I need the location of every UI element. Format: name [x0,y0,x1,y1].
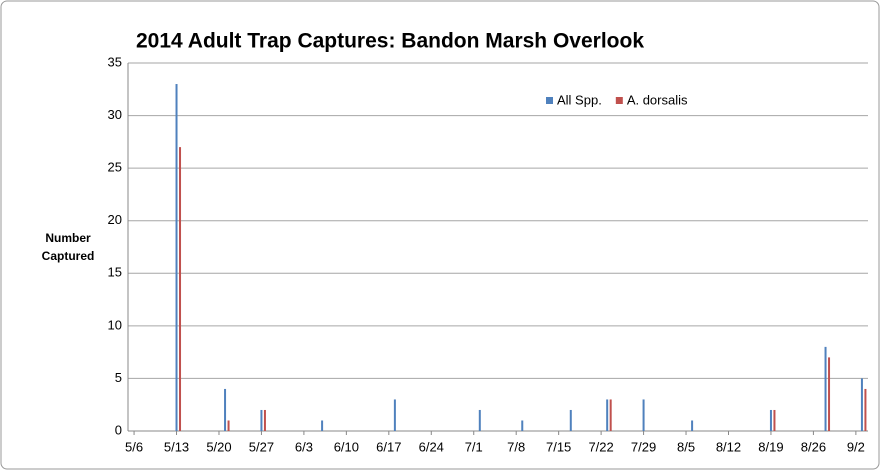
y-tick-label: 25 [108,160,122,175]
x-tick-label: 6/3 [295,439,313,454]
y-tick-label: 10 [108,317,122,332]
bar [175,84,178,432]
bar [224,388,227,431]
bar [642,399,645,431]
x-tick-label: 8/19 [758,439,783,454]
bar [321,420,324,431]
bar [691,420,694,431]
legend-swatch [615,97,623,104]
bar [824,346,827,431]
y-tick-label: 0 [115,422,122,437]
bar [860,378,863,431]
x-tick-label: 6/24 [419,439,444,454]
bar [260,409,263,431]
y-tick-label: 30 [108,107,122,122]
y-tick-label: 20 [108,212,122,227]
y-tick-label: 35 [108,54,122,69]
bar [227,420,230,431]
legend-label: A. dorsalis [627,92,688,107]
x-tick-label: 6/10 [334,439,359,454]
x-tick-label: 7/29 [631,439,656,454]
bar [773,409,776,431]
y-tick-label: 15 [108,265,122,280]
x-tick-label: 8/12 [716,439,741,454]
x-tick-label: 8/26 [801,439,826,454]
chart-title: 2014 Adult Trap Captures: Bandon Marsh O… [136,30,644,53]
bar [521,420,524,431]
bar [179,147,182,431]
x-tick-label: 9/2 [847,439,865,454]
bar [569,409,572,431]
bar [393,399,396,431]
y-axis-label: Number [45,231,91,245]
x-tick-label: 5/13 [164,439,189,454]
bar [864,388,867,431]
bar [828,357,831,431]
x-tick-label: 8/5 [677,439,695,454]
x-tick-label: 5/27 [249,439,274,454]
bar [606,399,609,431]
x-tick-label: 5/6 [125,439,143,454]
x-tick-label: 7/22 [588,439,613,454]
x-tick-label: 7/8 [507,439,525,454]
x-tick-label: 7/1 [465,439,483,454]
bar [609,399,612,431]
y-axis-label: Captured [42,249,95,263]
bar [478,409,481,431]
x-tick-label: 6/17 [376,439,401,454]
bar [769,409,772,431]
y-tick-label: 5 [115,370,122,385]
bar [263,409,266,431]
x-tick-label: 5/20 [206,439,231,454]
x-tick-label: 7/15 [546,439,571,454]
legend-label: All Spp. [557,92,602,107]
legend-swatch [546,97,553,104]
